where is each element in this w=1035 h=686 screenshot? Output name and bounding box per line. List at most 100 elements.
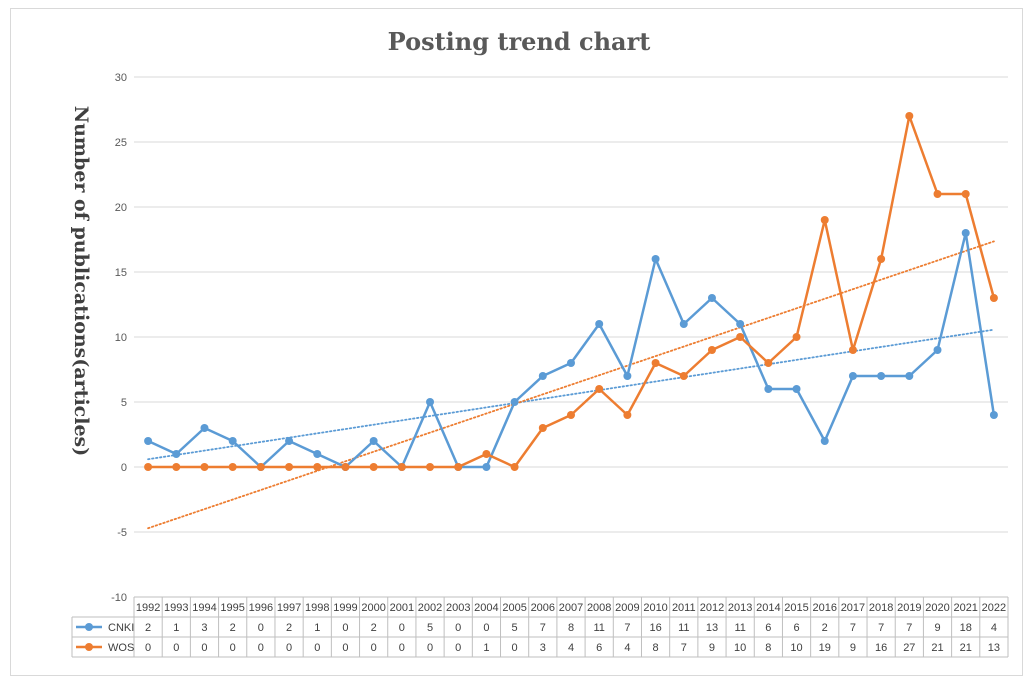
data-label: 0: [286, 642, 292, 654]
data-label: 6: [793, 622, 799, 634]
data-label: 13: [988, 642, 1000, 654]
y-tick-label: 15: [115, 267, 127, 279]
data-label: 5: [427, 622, 433, 634]
cnki-point: [792, 385, 801, 393]
cnki-point: [567, 359, 575, 367]
wos-point: [905, 112, 914, 120]
data-label: 0: [371, 642, 377, 654]
x-tick-label: 2009: [615, 602, 639, 614]
data-label: 0: [230, 642, 236, 654]
data-label: 10: [790, 642, 802, 654]
x-tick-label: 2015: [784, 602, 808, 614]
data-label: 2: [145, 622, 151, 634]
cnki-point: [933, 346, 942, 354]
wos-point: [877, 255, 886, 263]
data-label: 0: [399, 622, 405, 634]
x-tick-label: 2014: [756, 602, 780, 614]
wos-point: [510, 463, 519, 471]
data-label: 6: [765, 622, 771, 634]
cnki-point: [144, 437, 153, 445]
cnki-line: [147, 231, 996, 469]
x-tick-label: 2008: [587, 602, 611, 614]
data-label: 0: [455, 622, 461, 634]
x-tick-label: 2005: [502, 602, 526, 614]
wos-point: [144, 463, 153, 471]
y-tick-label: 30: [115, 72, 127, 84]
data-label: 16: [875, 642, 887, 654]
wos-point: [369, 463, 378, 471]
trendlines: [147, 240, 995, 530]
x-tick-label: 2018: [869, 602, 893, 614]
x-tick-label: 2003: [446, 602, 470, 614]
cnki-point: [707, 294, 716, 302]
wos-point: [651, 359, 660, 367]
data-table: 1992 1993 1994 1995 1996 1997 1998 1999 2000 2001…: [71, 596, 1009, 658]
wos-point: [989, 294, 998, 302]
x-tick-label: 1992: [136, 602, 160, 614]
wos-point: [313, 463, 322, 471]
data-label: 9: [934, 622, 940, 634]
data-label: 0: [342, 642, 348, 654]
data-label: 2: [822, 622, 828, 634]
x-tick-label: 2020: [925, 602, 949, 614]
data-label: 8: [765, 642, 771, 654]
wos-point: [792, 333, 801, 341]
y-tick-label: 0: [121, 462, 127, 474]
data-label: 6: [596, 642, 602, 654]
data-label: 10: [734, 642, 746, 654]
data-label: 5: [512, 622, 518, 634]
data-label: 0: [427, 642, 433, 654]
y-tick-label: 20: [115, 202, 127, 214]
wos-point: [538, 424, 547, 432]
cnki-point: [228, 437, 237, 445]
x-tick-label: 2000: [361, 602, 385, 614]
data-label: 0: [258, 642, 264, 654]
data-label: 7: [878, 622, 884, 634]
data-label: 3: [540, 642, 546, 654]
wos-point: [764, 359, 773, 367]
data-label: 7: [850, 622, 856, 634]
x-tick-label: 2016: [812, 602, 836, 614]
cnki-point: [651, 255, 660, 263]
data-label: 11: [593, 622, 604, 634]
chart-title: Posting trend chart: [388, 27, 651, 56]
wos-point: [341, 463, 350, 471]
y-tick-label: 5: [121, 397, 127, 409]
data-label: 3: [201, 622, 207, 634]
wos-point: [623, 411, 632, 419]
cnki-point: [313, 450, 322, 458]
wos-point: [961, 190, 970, 198]
cnki-point: [623, 372, 632, 380]
x-tick-label: 1993: [164, 602, 188, 614]
x-tick-label: 1999: [333, 602, 357, 614]
data-label: 0: [201, 642, 207, 654]
legend-label: WOS: [108, 642, 134, 654]
data-label: 9: [850, 642, 856, 654]
x-tick-label: 2013: [728, 602, 752, 614]
cnki-point: [820, 437, 829, 445]
data-label: 0: [399, 642, 405, 654]
data-label: 0: [314, 642, 320, 654]
wos-point: [256, 463, 265, 471]
wos-point: [426, 463, 435, 471]
data-label: 7: [540, 622, 546, 634]
data-label: 4: [624, 642, 630, 654]
x-tick-label: 1996: [249, 602, 273, 614]
y-tick-label: -10: [111, 592, 127, 604]
cnki-point: [510, 398, 519, 406]
y-tick-label: -5: [117, 527, 127, 539]
data-label: 1: [173, 622, 179, 634]
data-label: 8: [568, 622, 574, 634]
data-label: 1: [483, 642, 489, 654]
x-tick-label: 2012: [700, 602, 724, 614]
data-label: 11: [678, 622, 689, 634]
cnki-point: [172, 450, 181, 458]
cnki-point: [679, 320, 688, 328]
cnki-point: [369, 437, 378, 445]
data-label: 9: [709, 642, 715, 654]
wos-series: [144, 112, 998, 471]
wos-point: [454, 463, 463, 471]
wos-point: [707, 346, 716, 354]
wos-point: [482, 450, 491, 458]
